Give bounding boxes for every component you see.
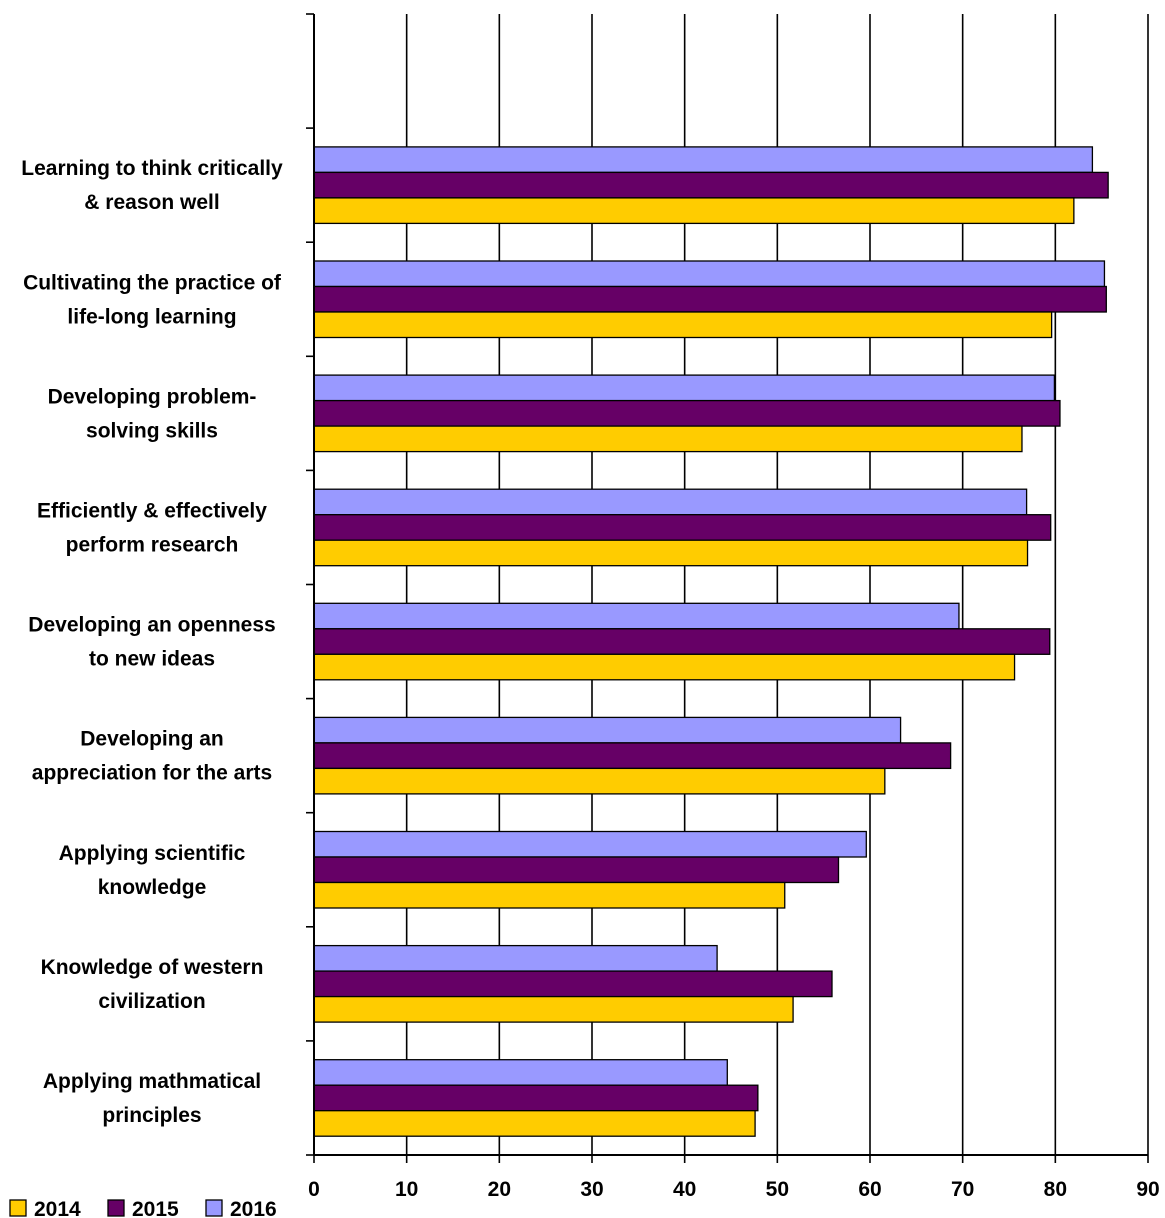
x-tick-label: 70 [951,1178,974,1201]
bar-2014-8 [313,1110,756,1137]
bar-2016-6 [313,830,867,858]
bar-2016-8 [313,1059,728,1086]
x-tick-label: 40 [673,1178,696,1201]
bar-2016-3 [313,488,1028,516]
category-label: Learning to think critically [21,157,283,180]
category-label: Cultivating the practice of [23,271,282,294]
category-label: appreciation for the arts [32,762,272,785]
legend: 2014 2015 2016 [9,1198,277,1218]
bar-2015-8 [313,1084,759,1112]
x-tick-label: 80 [1044,1178,1067,1201]
bar-2015-1 [313,285,1107,313]
category-label: knowledge [98,876,207,899]
legend-label-2014: 2014 [34,1198,81,1218]
bar-2014-5 [313,767,886,795]
bar-2015-5 [313,742,952,770]
x-tick-label: 60 [858,1178,881,1201]
category-label: Developing an [80,728,224,751]
category-label: Developing problem- [48,385,257,408]
legend-swatch-2015 [107,1199,125,1217]
bar-2014-4 [313,653,1016,681]
x-tick-label: 0 [308,1178,320,1201]
bar-2014-0 [313,197,1075,225]
category-label: Knowledge of western [41,956,264,979]
category-label: Applying scientific [59,842,246,865]
category-label: & reason well [84,191,219,214]
bar-2014-3 [313,539,1029,567]
bar-2016-7 [313,944,718,972]
category-label: to new ideas [89,648,215,671]
legend-swatch-2016 [205,1199,223,1217]
bar-2016-1 [313,260,1106,288]
category-label: principles [102,1104,201,1127]
category-label: civilization [98,990,205,1013]
bar-2014-1 [313,311,1053,339]
legend-swatch-2014 [9,1199,27,1217]
x-tick-label: 30 [580,1178,603,1201]
axes [306,13,1149,1163]
bar-2015-6 [313,856,840,884]
bar-2016-2 [313,374,1056,402]
bar-2014-7 [313,995,794,1023]
x-tick-label: 20 [488,1178,511,1201]
legend-label-2015: 2015 [132,1198,179,1218]
category-label: Applying mathmatical [43,1070,261,1093]
category-labels: Learning to think critically & reason wel… [21,157,283,1127]
category-label: perform research [66,533,239,556]
x-tick-label: 10 [395,1178,418,1201]
bar-2015-2 [313,399,1061,427]
bar-2015-0 [313,171,1109,199]
bar-2016-0 [313,146,1094,174]
bar-2015-7 [313,970,833,998]
category-label: life-long learning [67,305,236,328]
category-label: Efficiently & effectively [37,499,267,522]
category-label: Developing an openness [28,614,275,637]
x-tick-label: 90 [1136,1178,1159,1201]
category-label: solving skills [86,419,218,442]
bar-2014-2 [313,425,1023,453]
bar-2016-4 [313,602,960,630]
x-tick-label: 50 [766,1178,789,1201]
bar-2014-6 [313,881,786,909]
bar-2016-5 [313,716,902,744]
x-tick-labels: 0 10 20 30 40 50 60 70 80 90 [308,1178,1160,1201]
bars [313,146,1109,1137]
bar-2015-4 [313,628,1051,655]
legend-label-2016: 2016 [230,1198,277,1218]
bar-2015-3 [313,514,1052,541]
